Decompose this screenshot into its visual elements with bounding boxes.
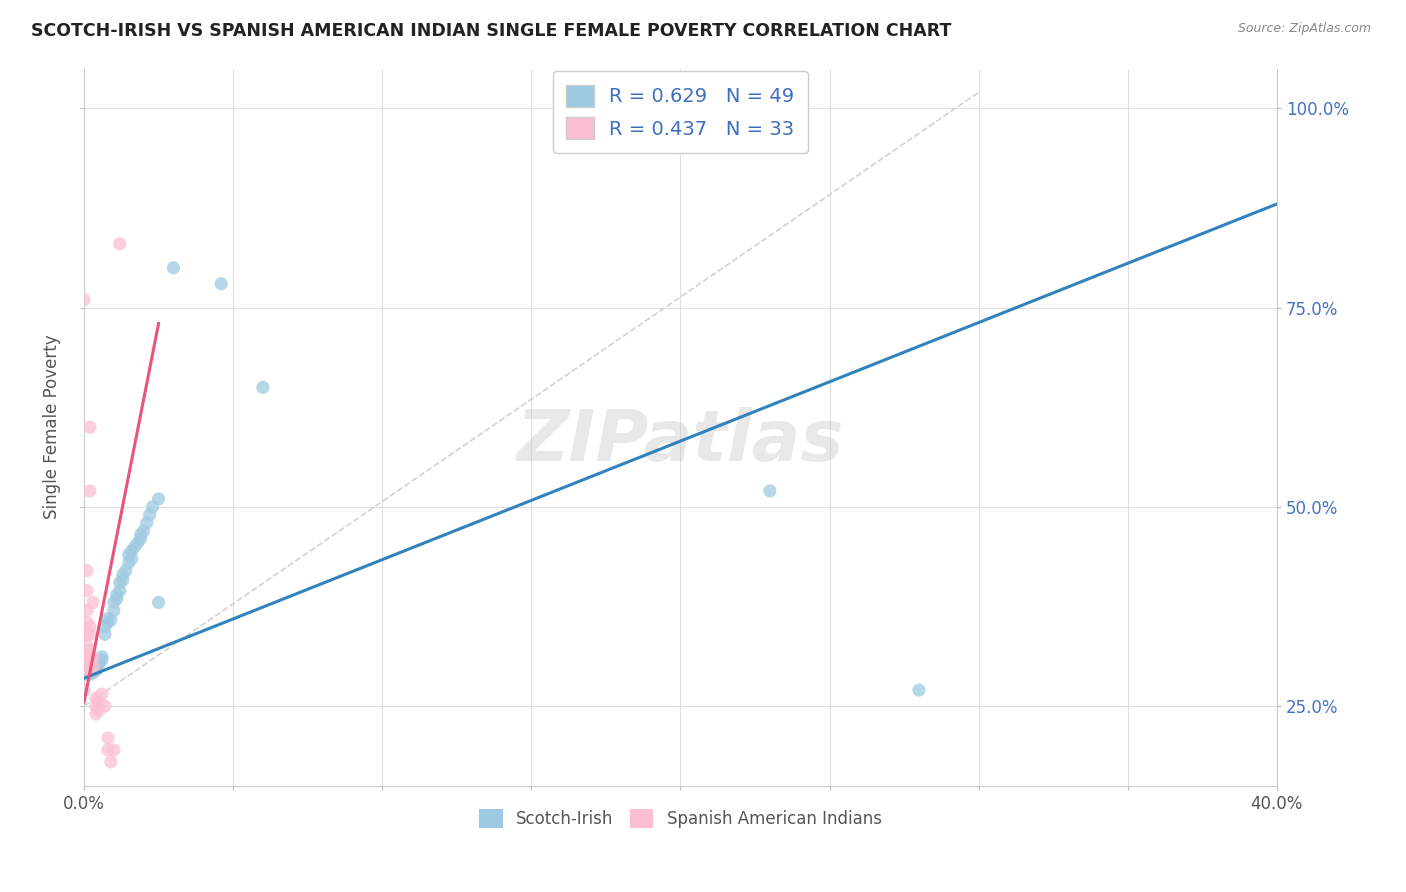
Text: Source: ZipAtlas.com: Source: ZipAtlas.com [1237, 22, 1371, 36]
Point [84, 663, 107, 677]
Point [90, 687, 112, 701]
Point [73, 683, 96, 698]
Point [87, 703, 110, 717]
Point [76, 583, 98, 598]
Point [135, 516, 157, 530]
Point [129, 532, 152, 546]
Point [121, 551, 143, 566]
Point [908, 683, 931, 698]
Point [108, 236, 131, 251]
Point [79, 643, 101, 657]
Point [138, 508, 160, 522]
Point [90, 653, 112, 667]
Point [97, 615, 120, 630]
Point [76, 615, 98, 630]
Point [79, 627, 101, 641]
Y-axis label: Single Female Poverty: Single Female Poverty [44, 334, 60, 519]
Point [76, 603, 98, 617]
Text: ZIPatlas: ZIPatlas [517, 407, 844, 476]
Point [76, 651, 98, 665]
Point [162, 260, 184, 275]
Point [82, 662, 104, 676]
Point [79, 659, 101, 673]
Point [82, 665, 104, 680]
Point [103, 595, 125, 609]
Point [142, 500, 165, 514]
Point [100, 755, 122, 769]
Point [118, 548, 141, 562]
Point [105, 587, 128, 601]
Point [100, 613, 122, 627]
Point [108, 575, 131, 590]
Point [79, 663, 101, 677]
Point [148, 491, 170, 506]
Point [87, 655, 110, 669]
Point [84, 691, 107, 706]
Point [79, 667, 101, 681]
Point [82, 659, 104, 673]
Point [103, 603, 125, 617]
Text: SCOTCH-IRISH VS SPANISH AMERICAN INDIAN SINGLE FEMALE POVERTY CORRELATION CHART: SCOTCH-IRISH VS SPANISH AMERICAN INDIAN … [31, 22, 952, 40]
Point [76, 564, 98, 578]
Point [97, 611, 120, 625]
Point [79, 663, 101, 677]
Point [87, 695, 110, 709]
Legend: Scotch-Irish, Spanish American Indians: Scotch-Irish, Spanish American Indians [472, 802, 889, 835]
Point [84, 662, 107, 676]
Point [73, 663, 96, 677]
Point [132, 524, 155, 538]
Point [76, 663, 98, 677]
Point [103, 743, 125, 757]
Point [108, 583, 131, 598]
Point [82, 651, 104, 665]
Point [127, 535, 149, 549]
Point [79, 619, 101, 633]
Point [124, 540, 146, 554]
Point [111, 573, 134, 587]
Point [759, 483, 782, 498]
Point [76, 627, 98, 641]
Point [82, 661, 104, 675]
Point [73, 293, 96, 307]
Point [129, 527, 152, 541]
Point [94, 619, 117, 633]
Point [79, 663, 101, 677]
Point [105, 591, 128, 606]
Point [76, 640, 98, 654]
Point [76, 667, 98, 681]
Point [118, 556, 141, 570]
Point [84, 707, 107, 722]
Point [97, 731, 120, 745]
Point [252, 380, 274, 394]
Point [76, 663, 98, 677]
Point [121, 543, 143, 558]
Point [97, 743, 120, 757]
Point [82, 595, 104, 609]
Point [79, 420, 101, 434]
Point [79, 651, 101, 665]
Point [94, 627, 117, 641]
Point [111, 567, 134, 582]
Point [84, 699, 107, 714]
Point [114, 564, 136, 578]
Point [87, 657, 110, 672]
Point [148, 595, 170, 609]
Point [209, 277, 232, 291]
Point [79, 483, 101, 498]
Point [90, 649, 112, 664]
Point [94, 699, 117, 714]
Point [84, 659, 107, 673]
